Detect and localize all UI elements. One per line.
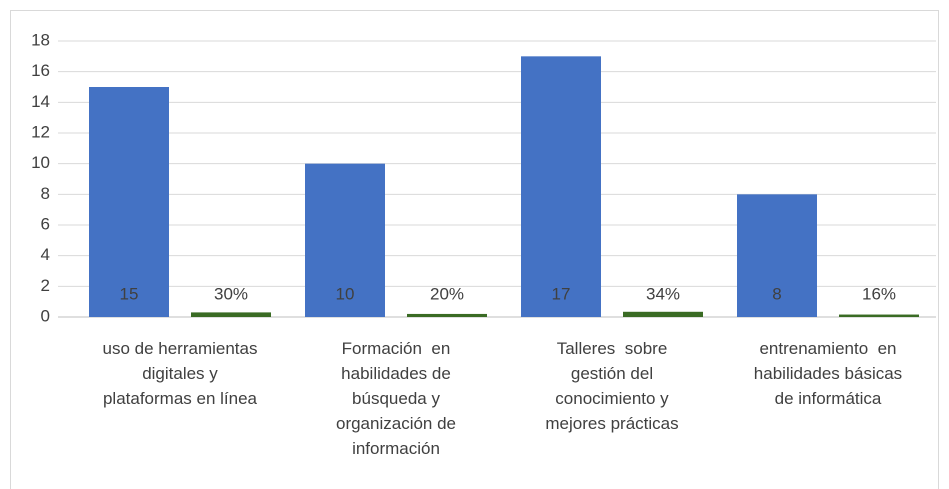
- bar: [521, 56, 601, 317]
- data-label: 30%: [214, 284, 248, 303]
- data-label: 34%: [646, 284, 680, 303]
- y-tick-label: 8: [41, 184, 50, 203]
- y-tick-label: 6: [41, 214, 50, 233]
- data-label: 17: [552, 284, 571, 303]
- y-tick-label: 18: [31, 30, 50, 49]
- data-label: 10: [336, 284, 355, 303]
- y-tick-label: 12: [31, 122, 50, 141]
- bar: [737, 194, 817, 317]
- y-tick-label: 16: [31, 61, 50, 80]
- data-label: 8: [772, 284, 781, 303]
- bar: [623, 311, 703, 317]
- x-tick-label: Formación en habilidades de búsqueda y o…: [335, 339, 457, 458]
- bar: [305, 163, 385, 317]
- y-tick-label: 14: [31, 92, 50, 111]
- bar: [839, 314, 919, 317]
- y-tick-label: 10: [31, 153, 50, 172]
- y-tick-label: 0: [41, 306, 50, 325]
- data-label: 16%: [862, 284, 896, 303]
- y-tick-label: 2: [41, 276, 50, 295]
- bar: [191, 312, 271, 317]
- data-label: 20%: [430, 284, 464, 303]
- chart-border: [10, 10, 939, 489]
- x-tick-label: Talleres sobre gestión del conocimiento …: [545, 339, 679, 433]
- bar: [407, 313, 487, 317]
- y-tick-label: 4: [41, 245, 50, 264]
- data-label: 15: [120, 284, 139, 303]
- x-tick-label: uso de herramientas digitales y platafor…: [102, 339, 258, 408]
- bar: [89, 87, 169, 317]
- x-tick-label: entrenamiento en habilidades básicas de …: [753, 339, 903, 408]
